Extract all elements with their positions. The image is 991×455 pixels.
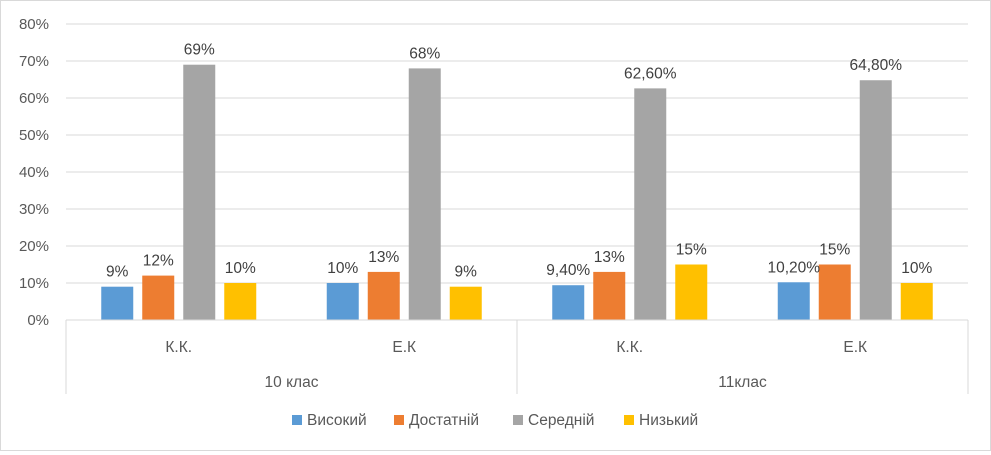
bar-Середній [183, 64, 216, 320]
legend-swatch [513, 415, 523, 425]
data-label: 9% [106, 264, 129, 281]
data-label: 62,60% [624, 65, 677, 82]
legend-swatch [624, 415, 634, 425]
legend-label: Високий [307, 412, 367, 429]
data-label: 10% [901, 260, 932, 277]
bar-Низький [224, 283, 257, 320]
gridlines [66, 23, 968, 321]
legend-swatch [394, 415, 404, 425]
data-label: 9% [455, 264, 478, 281]
y-tick-label: 0% [27, 312, 49, 329]
bar-Високий [326, 283, 359, 320]
bar-Середній [859, 80, 892, 321]
data-label: 10% [225, 260, 256, 277]
legend-label: Середній [528, 412, 594, 429]
category-label: Е.К [392, 339, 416, 356]
data-label: 9,40% [546, 262, 590, 279]
y-axis-ticks: 0% 10% 20% 30% 40% 50% 60% 70% 80% [19, 16, 49, 329]
bars [101, 64, 933, 321]
legend-label: Низький [639, 412, 698, 429]
bar-Достатній [818, 264, 851, 320]
legend-swatch [292, 415, 302, 425]
data-label: 69% [184, 42, 215, 59]
bar-Низький [675, 264, 708, 320]
bar-Достатній [367, 271, 400, 320]
bar-Високий [552, 285, 585, 320]
y-tick-label: 30% [19, 201, 49, 218]
data-labels: 9%12%69%10% 10%13%68%9% 9,40%13%62,60%15%1… [106, 42, 932, 281]
bar-Достатній [593, 271, 626, 320]
data-label: 64,80% [849, 57, 902, 74]
data-label: 15% [819, 242, 850, 259]
y-tick-label: 60% [19, 90, 49, 107]
bar-Середній [634, 88, 667, 320]
bar-Достатній [142, 275, 175, 320]
y-tick-label: 10% [19, 275, 49, 292]
y-tick-label: 80% [19, 16, 49, 33]
y-tick-label: 40% [19, 164, 49, 181]
category-axis: К.К. Е.К 10 клас К.К. Е.К 11клас [65, 319, 969, 394]
category-label: К.К. [616, 339, 643, 356]
data-label: 68% [409, 45, 440, 62]
data-label: 10% [327, 260, 358, 277]
bar-Низький [449, 286, 482, 320]
bar-Середній [408, 68, 441, 321]
y-tick-label: 70% [19, 53, 49, 70]
data-label: 10,20% [767, 259, 820, 276]
data-label: 13% [368, 249, 399, 266]
category-label: Е.К [843, 339, 867, 356]
data-label: 13% [594, 249, 625, 266]
legend-label: Достатній [409, 412, 479, 429]
group-label: 11клас [718, 374, 767, 391]
data-label: 15% [676, 242, 707, 259]
y-tick-label: 50% [19, 127, 49, 144]
bar-Високий [101, 286, 134, 320]
y-tick-label: 20% [19, 238, 49, 255]
data-label: 12% [143, 253, 174, 270]
bar-Високий [777, 282, 810, 320]
category-label: К.К. [165, 339, 192, 356]
bar-Низький [900, 283, 933, 320]
group-label: 10 клас [265, 374, 319, 391]
legend: Високий Достатній Середній Низький [292, 412, 698, 429]
